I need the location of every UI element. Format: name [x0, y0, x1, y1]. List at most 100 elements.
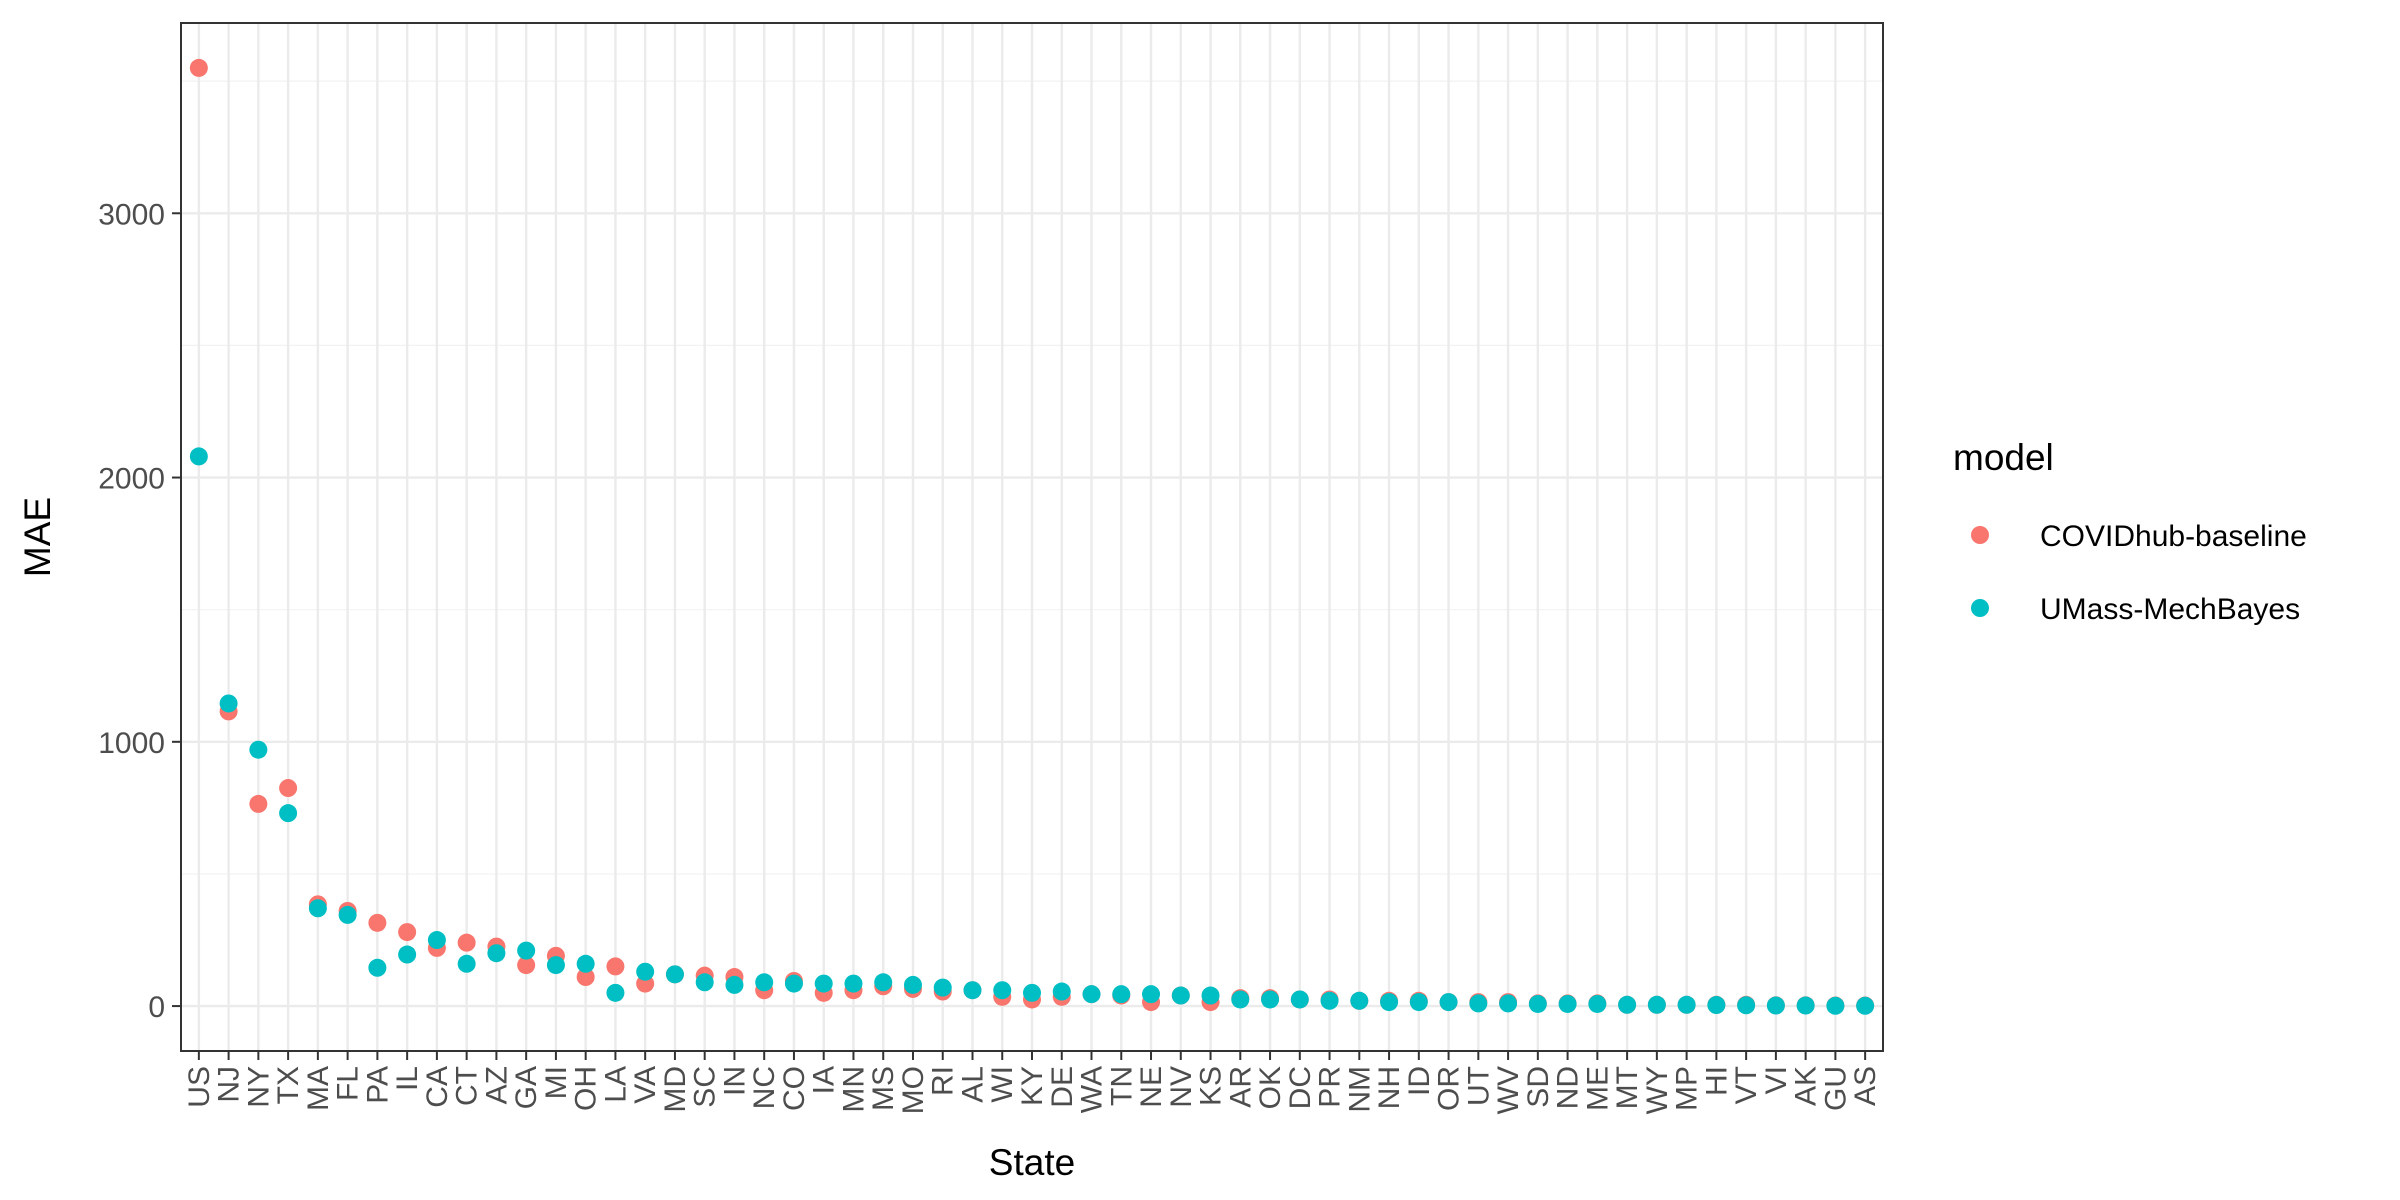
data-point: [517, 956, 536, 975]
x-tick-label: CA: [421, 1066, 454, 1108]
legend: model COVIDhub-baseline UMass-MechBayes: [1953, 437, 2307, 626]
x-tick-label: DE: [1046, 1066, 1079, 1108]
data-point: [874, 973, 893, 992]
data-point: [1766, 996, 1785, 1015]
x-tick-label: PA: [361, 1066, 394, 1104]
x-tick-label: HI: [1700, 1066, 1733, 1096]
data-point: [725, 975, 744, 994]
data-point: [1231, 990, 1250, 1009]
data-point: [1350, 991, 1369, 1010]
data-point: [903, 975, 922, 994]
data-point: [308, 899, 327, 918]
x-tick-label: VT: [1730, 1066, 1763, 1104]
data-point: [279, 804, 298, 823]
data-point: [1380, 993, 1399, 1012]
data-point: [1618, 995, 1637, 1014]
x-tick-label: NJ: [213, 1066, 246, 1103]
x-tick-label: CT: [451, 1066, 484, 1106]
data-point: [546, 956, 565, 975]
x-tick-label: AL: [956, 1066, 989, 1103]
x-tick-label: ID: [1403, 1066, 1436, 1096]
data-point: [963, 981, 982, 1000]
x-tick-label: ND: [1552, 1066, 1585, 1109]
x-tick-label: MN: [837, 1066, 870, 1113]
data-point: [189, 58, 208, 77]
x-tick-label: OR: [1433, 1066, 1466, 1111]
data-point: [1826, 996, 1845, 1015]
x-tick-label: WV: [1492, 1066, 1525, 1114]
x-tick-label: SC: [689, 1066, 722, 1108]
x-tick-label: GA: [510, 1066, 543, 1109]
x-tick-label: VI: [1760, 1066, 1793, 1094]
data-point: [517, 941, 536, 960]
data-point: [576, 954, 595, 973]
data-point: [1261, 990, 1280, 1009]
major-gridlines: [181, 23, 1883, 1051]
x-tick-label: MI: [540, 1066, 573, 1099]
data-point: [1171, 986, 1190, 1005]
data-point: [1528, 994, 1547, 1013]
x-tick-label: WA: [1076, 1066, 1109, 1113]
x-tick-label: NM: [1343, 1066, 1376, 1113]
data-point: [1469, 994, 1488, 1013]
data-point: [993, 981, 1012, 1000]
data-point: [784, 974, 803, 993]
x-tick-label: KS: [1195, 1066, 1228, 1106]
x-axis-title: State: [989, 1142, 1075, 1183]
data-point: [457, 954, 476, 973]
x-tick-label: NH: [1373, 1066, 1406, 1109]
data-point: [1023, 983, 1041, 1002]
data-point: [398, 945, 417, 964]
y-tick-label: 1000: [98, 727, 165, 760]
data-point: [338, 905, 357, 924]
x-tick-label: OH: [570, 1066, 603, 1111]
data-point: [1201, 986, 1220, 1005]
data-point: [1796, 996, 1815, 1015]
data-point: [249, 740, 268, 759]
data-point: [1112, 985, 1131, 1004]
legend-key: [1971, 599, 1989, 617]
x-axis: USNJNYTXMAFLPAILCACTAZGAMIOHLAVAMDSCINNC…: [183, 1051, 1882, 1114]
y-tick-label: 2000: [98, 463, 165, 496]
data-point: [1290, 990, 1309, 1009]
x-tick-label: IN: [718, 1066, 751, 1096]
x-tick-label: GU: [1819, 1066, 1852, 1111]
x-tick-label: DC: [1284, 1066, 1317, 1109]
data-point: [606, 957, 625, 976]
x-tick-label: MA: [302, 1066, 335, 1111]
data-points: [189, 58, 1875, 1015]
x-tick-label: AR: [1224, 1066, 1257, 1108]
data-point: [368, 913, 387, 932]
data-point: [487, 944, 506, 963]
x-tick-label: FL: [332, 1066, 365, 1101]
y-tick-label: 0: [148, 991, 165, 1024]
data-point: [249, 794, 268, 813]
data-point: [1499, 994, 1518, 1013]
x-tick-label: MD: [659, 1066, 692, 1113]
data-point: [1707, 996, 1726, 1015]
y-axis-title: MAE: [17, 497, 58, 577]
x-tick-label: MO: [897, 1066, 930, 1114]
x-tick-label: MP: [1671, 1066, 1704, 1111]
data-point: [398, 923, 417, 942]
data-point: [814, 974, 833, 993]
data-point: [1052, 982, 1071, 1001]
data-point: [1737, 996, 1756, 1015]
data-point: [636, 962, 655, 981]
data-point: [457, 933, 476, 952]
data-point: [1677, 995, 1696, 1014]
data-point: [1082, 985, 1101, 1004]
x-tick-label: US: [183, 1066, 216, 1108]
x-tick-label: ME: [1581, 1066, 1614, 1111]
x-tick-label: WY: [1641, 1066, 1674, 1114]
x-tick-label: PR: [1314, 1066, 1347, 1108]
x-tick-label: SD: [1522, 1066, 1555, 1108]
legend-key: [1971, 526, 1989, 544]
x-tick-label: VA: [629, 1066, 662, 1104]
x-tick-label: KY: [1016, 1066, 1049, 1106]
data-point: [755, 973, 774, 992]
x-tick-label: NC: [748, 1066, 781, 1109]
data-point: [576, 968, 595, 987]
y-axis: 0 1000 2000 3000: [98, 198, 181, 1024]
